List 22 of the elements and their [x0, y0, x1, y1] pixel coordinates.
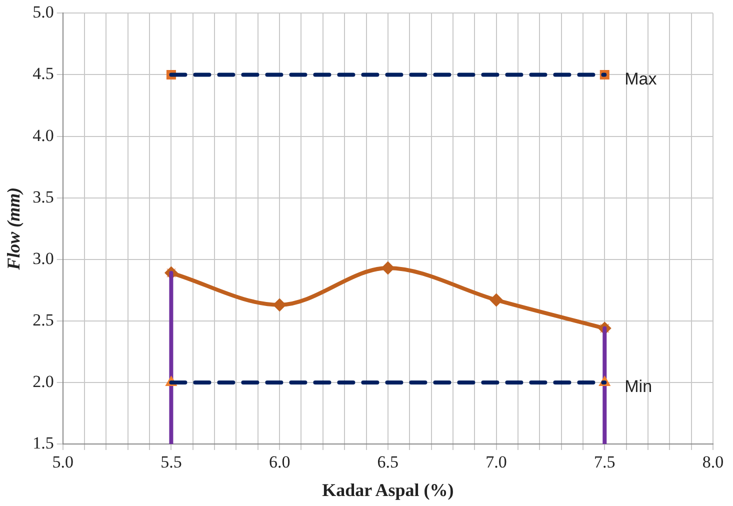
point: [490, 293, 503, 306]
y-tick-label: 4.5: [32, 64, 54, 84]
point: [273, 298, 286, 312]
y-tick-label: 2.5: [32, 310, 54, 330]
y-tick-label: 4.0: [32, 126, 54, 145]
x-tick-label: 5.5: [160, 452, 182, 472]
x-tick-label: 6.0: [268, 452, 290, 472]
x-tick-label: 7.0: [486, 452, 507, 472]
series-label: Max: [624, 69, 658, 88]
y-tick-label: 5.0: [32, 2, 54, 22]
x-axis-title: Kadar Aspal (%): [322, 480, 454, 500]
y-tick-label: 2.0: [32, 372, 54, 391]
point: [381, 261, 394, 274]
y-tick-label: 1.5: [32, 433, 54, 452]
x-tick-label: 6.5: [377, 452, 399, 472]
y-tick-label: 3.5: [32, 187, 54, 206]
y-axis-title: Flow (mm): [3, 187, 24, 271]
x-tick-label: 5.0: [52, 452, 74, 472]
series-label: Min: [624, 377, 652, 396]
x-tick-label: 8.0: [702, 452, 724, 472]
y-tick-label: 3.0: [32, 248, 54, 268]
x-tick-label: 7.5: [594, 452, 616, 472]
